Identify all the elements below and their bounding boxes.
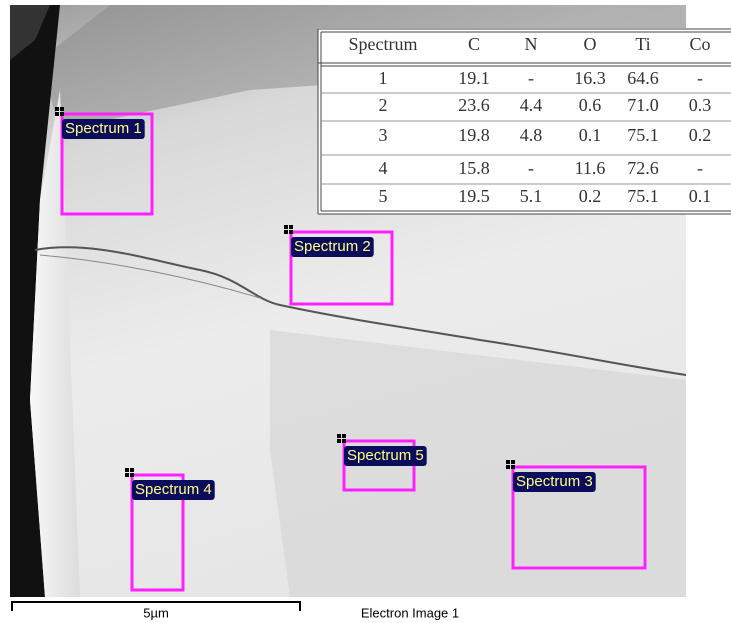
table-cell: 72.6	[627, 158, 659, 178]
spectrum-label: Spectrum 5	[347, 447, 424, 464]
spectrum-marker	[289, 230, 293, 234]
table-cell: 5	[379, 186, 388, 206]
spectrum-marker	[511, 460, 515, 464]
scale-label: 5µm	[143, 605, 169, 620]
spectrum-marker	[60, 107, 64, 111]
table-cell: 4.4	[520, 95, 543, 115]
spectrum-marker	[55, 107, 59, 111]
table-cell: 23.6	[458, 95, 490, 115]
spectrum-marker	[130, 473, 134, 477]
table-cell: 75.1	[627, 125, 659, 145]
spectrum-marker	[125, 473, 129, 477]
spectrum-table: Spectrum C N O Ti Co 1 19.1 - 16.3 64.6 - 2 23.6 4.4 0.…	[318, 28, 731, 214]
table-cell: 19.8	[458, 125, 490, 145]
spectrum-marker	[337, 439, 341, 443]
table-header-cell: Co	[689, 34, 710, 54]
spectrum-marker	[289, 225, 293, 229]
table-header-cell: C	[468, 34, 480, 54]
table-cell: 75.1	[627, 186, 659, 206]
spectrum-label: Spectrum 4	[135, 481, 212, 498]
spectrum-marker	[284, 225, 288, 229]
spectrum-marker	[125, 468, 129, 472]
table-cell: 19.1	[458, 68, 490, 88]
table-cell: 4	[379, 158, 388, 178]
spectrum-label: Spectrum 1	[65, 120, 142, 137]
spectrum-marker	[506, 465, 510, 469]
spectrum-marker	[284, 230, 288, 234]
table-cell: -	[528, 68, 534, 88]
table-cell: 0.6	[579, 95, 602, 115]
table-cell: 3	[379, 125, 388, 145]
table-cell: 4.8	[520, 125, 543, 145]
table-cell: 64.6	[627, 68, 659, 88]
spectrum-marker	[130, 468, 134, 472]
table-cell: -	[528, 158, 534, 178]
table-cell: 5.1	[520, 186, 543, 206]
table-cell: -	[697, 68, 703, 88]
spectrum-marker	[342, 434, 346, 438]
table-cell: 15.8	[458, 158, 490, 178]
spectrum-marker	[55, 112, 59, 116]
spectrum-marker	[60, 112, 64, 116]
spectrum-label: Spectrum 2	[294, 238, 371, 255]
spectrum-marker	[337, 434, 341, 438]
table-header-cell: Spectrum	[349, 34, 418, 54]
spectrum-marker	[511, 465, 515, 469]
table-header-cell: Ti	[635, 34, 650, 54]
table-cell: 0.1	[689, 186, 712, 206]
table-cell: 19.5	[458, 186, 490, 206]
table-cell: 0.2	[689, 125, 712, 145]
table-cell: -	[697, 158, 703, 178]
spectrum-marker	[506, 460, 510, 464]
table-header-cell: O	[584, 34, 597, 54]
table-cell: 0.2	[579, 186, 602, 206]
table-cell: 0.3	[689, 95, 712, 115]
spectrum-label: Spectrum 3	[516, 473, 593, 490]
table-cell: 0.1	[579, 125, 602, 145]
table-header-cell: N	[525, 34, 538, 54]
spectrum-marker	[342, 439, 346, 443]
table-cell: 11.6	[575, 158, 606, 178]
table-cell: 71.0	[627, 95, 659, 115]
table-cell: 2	[379, 95, 388, 115]
electron-image-view: Spectrum C N O Ti Co 1 19.1 - 16.3 64.6 - 2 23.6 4.4 0.…	[0, 0, 731, 623]
table-cell: 16.3	[574, 68, 606, 88]
scale-bar: 5µm Electron Image 1	[12, 602, 459, 620]
table-cell: 1	[379, 68, 388, 88]
image-caption: Electron Image 1	[361, 605, 459, 620]
